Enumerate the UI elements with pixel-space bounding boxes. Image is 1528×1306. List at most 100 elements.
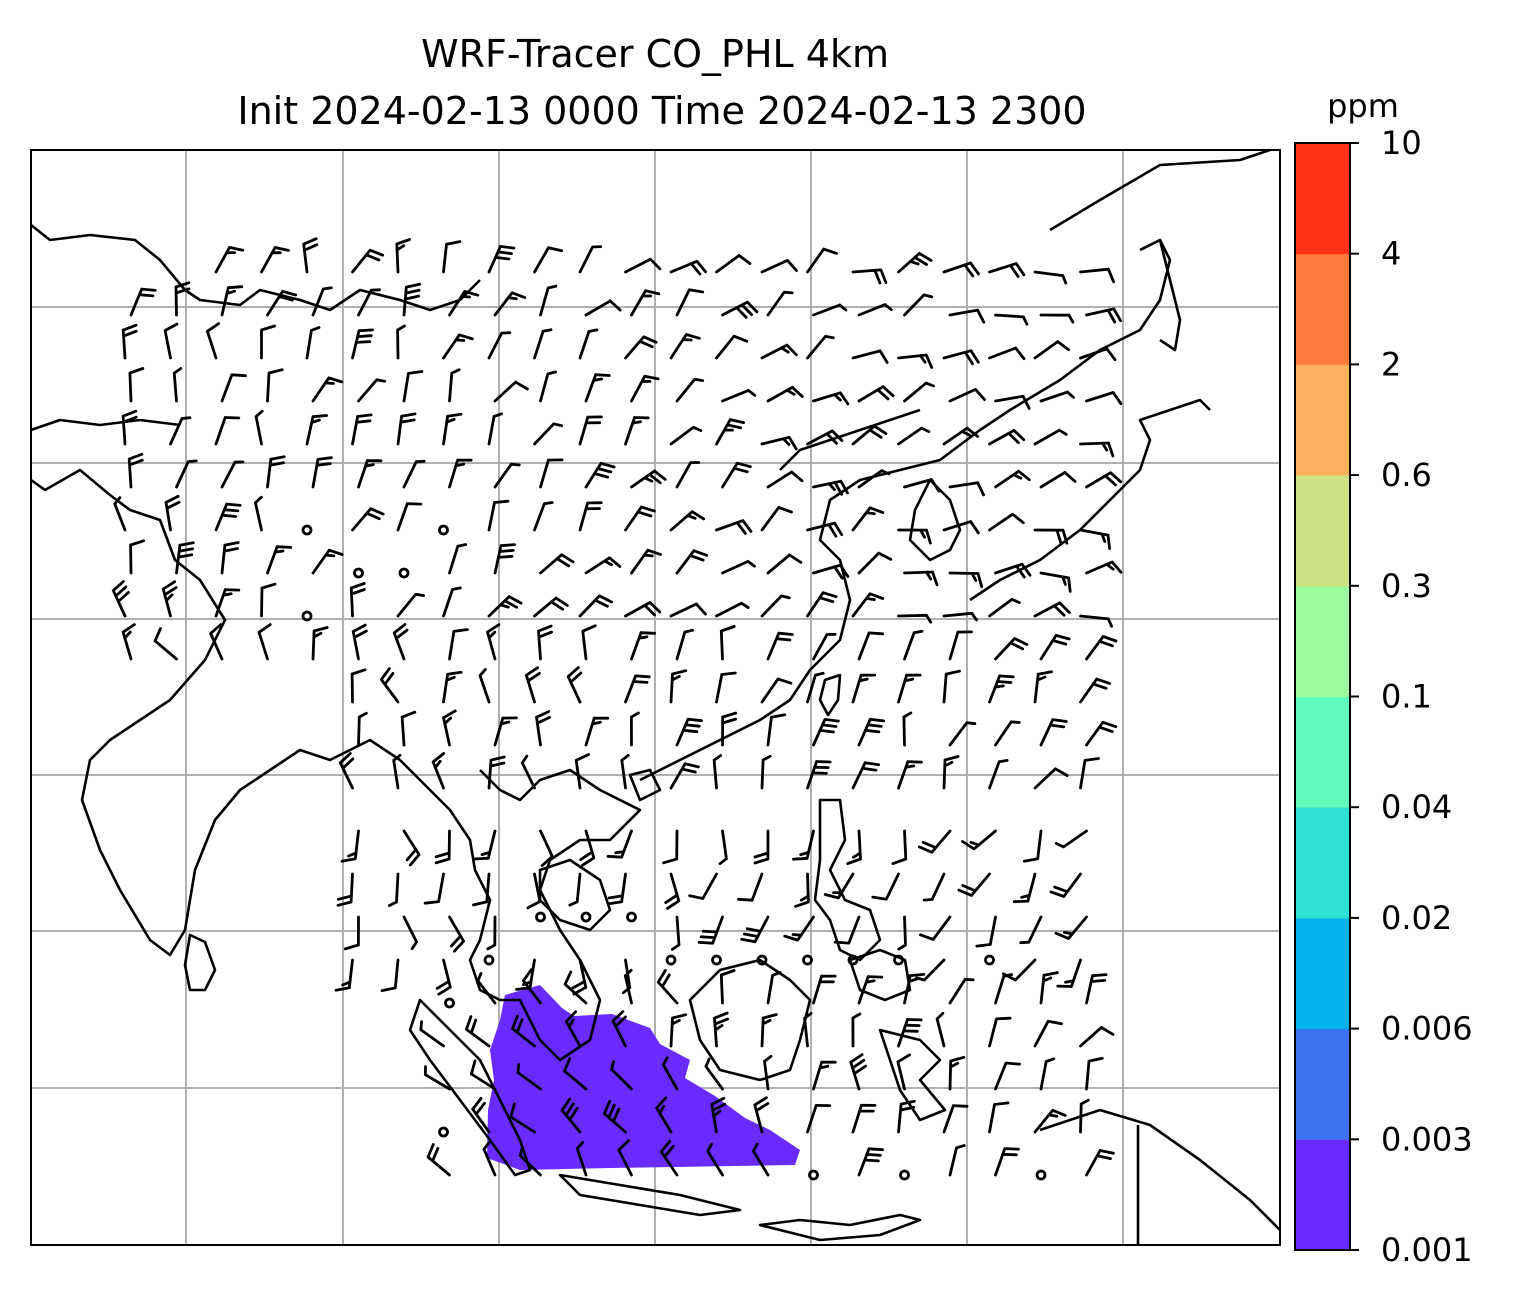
wind-barb — [922, 872, 946, 902]
wind-barb — [336, 872, 354, 907]
wind-barb — [812, 303, 848, 317]
wind-barb — [471, 1097, 491, 1134]
wind-barb — [392, 753, 402, 790]
colorbar-unit-label: ppm — [1327, 87, 1399, 125]
wind-barb — [669, 1013, 688, 1048]
wind-barb — [624, 601, 662, 618]
wind-barb — [897, 528, 932, 545]
wind-barb — [266, 455, 286, 489]
wind-barb — [509, 1102, 536, 1134]
wind-barb — [584, 299, 622, 317]
wind-barb — [426, 1143, 451, 1177]
wind-barb — [539, 553, 575, 575]
wind-barb — [379, 667, 400, 704]
wind-barb — [611, 1010, 627, 1048]
wind-barb — [903, 629, 924, 661]
wind-barb — [806, 1104, 832, 1134]
colorbar-band — [1295, 696, 1350, 808]
wind-barb — [994, 637, 1029, 661]
wind-barb — [721, 300, 759, 319]
wind-barb — [387, 872, 400, 907]
wind-barb — [710, 1096, 727, 1134]
wind-barb — [851, 761, 880, 790]
wind-barb — [610, 1060, 633, 1091]
wind-barb — [257, 623, 272, 661]
wind-barb — [957, 872, 991, 897]
wind-barb — [902, 711, 913, 747]
wind-barb — [766, 385, 804, 403]
wind-barb — [713, 1011, 729, 1048]
wind-barb — [712, 754, 723, 790]
wind-barb — [697, 915, 724, 945]
wind-barb — [851, 592, 885, 618]
coastline-java — [558, 1173, 742, 1217]
wind-barb — [1079, 1026, 1115, 1048]
wind-barb — [662, 829, 679, 865]
wind-barb — [493, 543, 516, 575]
wind-barb — [487, 245, 516, 274]
wind-barb — [518, 1146, 542, 1177]
wind-barb — [396, 324, 406, 360]
wind-barb — [812, 1060, 837, 1091]
wind-barb — [1054, 829, 1088, 849]
wind-barb — [402, 915, 418, 951]
wind-barb — [851, 1012, 862, 1048]
wind-barb — [1019, 915, 1043, 945]
wind-barb — [568, 872, 582, 907]
wind-barb — [111, 580, 130, 618]
wind-barb-calm — [711, 954, 722, 966]
wind-barb — [214, 416, 241, 446]
wind-barb — [994, 313, 1029, 326]
wind-barb — [578, 501, 603, 532]
wind-barb — [564, 1010, 582, 1048]
wind-barb — [851, 349, 889, 364]
wind-barb — [897, 1099, 916, 1134]
wind-barb — [435, 958, 452, 996]
wind-barb — [1033, 428, 1068, 446]
coastline-caspian — [30, 418, 181, 432]
wind-barb — [715, 671, 737, 704]
map-frame — [30, 149, 1281, 1246]
wind-barb — [675, 288, 705, 317]
wind-barb — [487, 412, 503, 446]
wind-barb — [994, 1147, 1020, 1177]
wind-barb — [129, 287, 157, 317]
wind-barb — [988, 512, 1025, 532]
wind-barb — [220, 460, 245, 489]
wind-barb — [566, 666, 583, 704]
wind-barb — [803, 1012, 813, 1048]
wind-barb — [402, 282, 421, 317]
wind-barb — [487, 499, 510, 532]
wind-barb — [675, 549, 709, 575]
wind-barb — [760, 506, 793, 532]
wind-barb — [760, 1013, 778, 1048]
wind-barb — [602, 1099, 627, 1134]
wind-barb — [1079, 677, 1111, 704]
wind-barb — [891, 829, 908, 865]
wind-barb — [760, 594, 791, 618]
wind-barb — [812, 974, 837, 1005]
wind-barb — [442, 586, 462, 618]
colorbar-band — [1295, 475, 1350, 587]
wind-barb — [392, 623, 409, 661]
wind-barb — [669, 762, 700, 790]
wind-barb — [897, 613, 933, 624]
wind-barb — [948, 1055, 966, 1091]
wind-barb — [737, 872, 764, 902]
coastline-sumatra — [408, 998, 532, 1177]
wind-barb — [584, 716, 610, 747]
wind-barb — [172, 367, 183, 403]
wind-barb — [948, 630, 973, 661]
wind-barb — [537, 624, 553, 661]
wind-barb-calm — [984, 954, 995, 966]
wind-barb — [948, 1144, 966, 1177]
wind-barb — [988, 346, 1026, 361]
wind-barb — [351, 413, 373, 446]
wind-barb-calm — [899, 1169, 910, 1181]
wind-barb-calm — [483, 954, 495, 966]
coastline-sakhalin — [1158, 239, 1182, 352]
wind-barb — [766, 713, 787, 747]
wind-barb — [857, 1147, 884, 1177]
wind-barb — [988, 674, 1015, 704]
wind-barb — [493, 462, 521, 489]
